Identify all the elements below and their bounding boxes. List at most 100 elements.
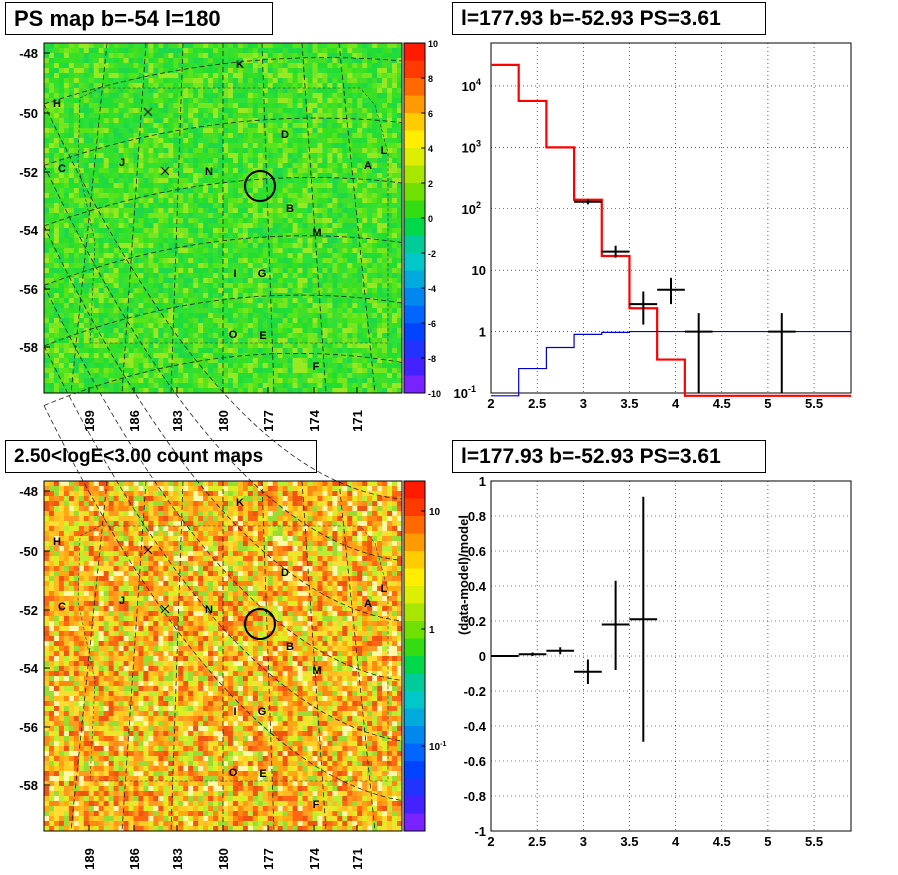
map-pixel <box>213 178 219 184</box>
map-pixel <box>113 383 119 389</box>
map-pixel <box>302 303 308 309</box>
map-pixel <box>223 338 229 344</box>
map-pixel <box>123 303 129 309</box>
map-pixel <box>213 283 219 289</box>
map-pixel <box>53 83 60 89</box>
map-pixel <box>48 48 55 54</box>
map-pixel <box>352 363 358 369</box>
map-pixel <box>257 123 264 129</box>
map-pixel <box>83 208 90 214</box>
map-pixel <box>322 213 328 219</box>
map-pixel <box>257 318 264 324</box>
map-pixel <box>218 83 224 89</box>
map-pixel <box>267 363 274 369</box>
map-pixel <box>297 53 303 59</box>
map-pixel <box>48 153 55 159</box>
map-pixel <box>367 198 373 204</box>
map-pixel <box>392 303 398 309</box>
map-pixel <box>397 188 403 194</box>
map-pixel <box>282 223 289 229</box>
map-pixel <box>163 298 169 304</box>
map-pixel <box>372 58 378 64</box>
map-pixel <box>163 138 169 144</box>
map-pixel <box>282 153 289 159</box>
map-pixel <box>227 98 234 104</box>
map-pixel <box>188 203 194 209</box>
map-pixel <box>307 133 313 139</box>
map-pixel <box>48 293 55 299</box>
map-pixel <box>213 343 219 349</box>
map-pixel <box>392 313 398 319</box>
map-pixel <box>138 163 144 169</box>
map-pixel <box>123 358 129 364</box>
map-pixel <box>387 263 393 269</box>
map-pixel <box>252 148 259 154</box>
map-pixel <box>332 73 338 79</box>
map-pixel <box>88 68 95 74</box>
map-pixel <box>58 73 65 79</box>
map-pixel <box>267 303 274 309</box>
map-pixel <box>332 178 338 184</box>
map-pixel <box>148 63 154 69</box>
map-pixel <box>242 368 249 374</box>
map-pixel <box>78 188 85 194</box>
map-pixel <box>292 168 298 174</box>
map-pixel <box>98 68 105 74</box>
map-pixel <box>227 348 234 354</box>
map-pixel <box>173 343 179 349</box>
map-pixel <box>377 343 383 349</box>
map-pixel <box>312 148 318 154</box>
map-pixel <box>98 63 105 69</box>
map-pixel <box>277 278 284 284</box>
map-pixel <box>257 313 264 319</box>
map-pixel <box>58 348 65 354</box>
map-pixel <box>372 138 378 144</box>
map-pixel <box>58 263 65 269</box>
map-pixel <box>242 218 249 224</box>
map-pixel <box>158 158 164 164</box>
map-pixel <box>272 238 279 244</box>
map-pixel <box>198 113 204 119</box>
map-pixel <box>148 108 154 114</box>
map-pixel <box>242 198 249 204</box>
map-pixel <box>302 128 308 134</box>
map-pixel <box>257 328 264 334</box>
map-pixel <box>138 103 144 109</box>
map-pixel <box>93 158 100 164</box>
map-pixel <box>163 218 169 224</box>
map-pixel <box>397 183 403 189</box>
map-pixel <box>317 138 323 144</box>
map-pixel <box>317 108 323 114</box>
map-pixel <box>262 93 269 99</box>
map-pixel <box>362 148 368 154</box>
map-pixel <box>168 348 174 354</box>
map-pixel <box>218 153 224 159</box>
map-pixel <box>342 298 348 304</box>
map-pixel <box>103 323 110 329</box>
map-pixel <box>128 73 134 79</box>
map-pixel <box>118 128 124 134</box>
map-pixel <box>168 148 174 154</box>
map-pixel <box>337 303 343 309</box>
map-pixel <box>357 258 363 264</box>
map-pixel <box>322 158 328 164</box>
map-pixel <box>387 43 393 49</box>
map-pixel <box>128 78 134 84</box>
map-pixel <box>292 368 298 374</box>
map-pixel <box>58 148 65 154</box>
map-pixel <box>58 223 65 229</box>
map-pixel <box>297 108 303 114</box>
map-pixel <box>307 313 313 319</box>
map-pixel <box>123 373 129 379</box>
map-pixel <box>203 143 209 149</box>
map-pixel <box>113 83 119 89</box>
map-pixel <box>292 248 298 254</box>
map-pixel <box>272 233 279 239</box>
map-pixel <box>317 163 323 169</box>
map-pixel <box>44 113 50 119</box>
map-pixel <box>272 168 279 174</box>
map-pixel <box>218 158 224 164</box>
map-pixel <box>397 353 403 359</box>
map-pixel <box>83 148 90 154</box>
map-pixel <box>252 223 259 229</box>
